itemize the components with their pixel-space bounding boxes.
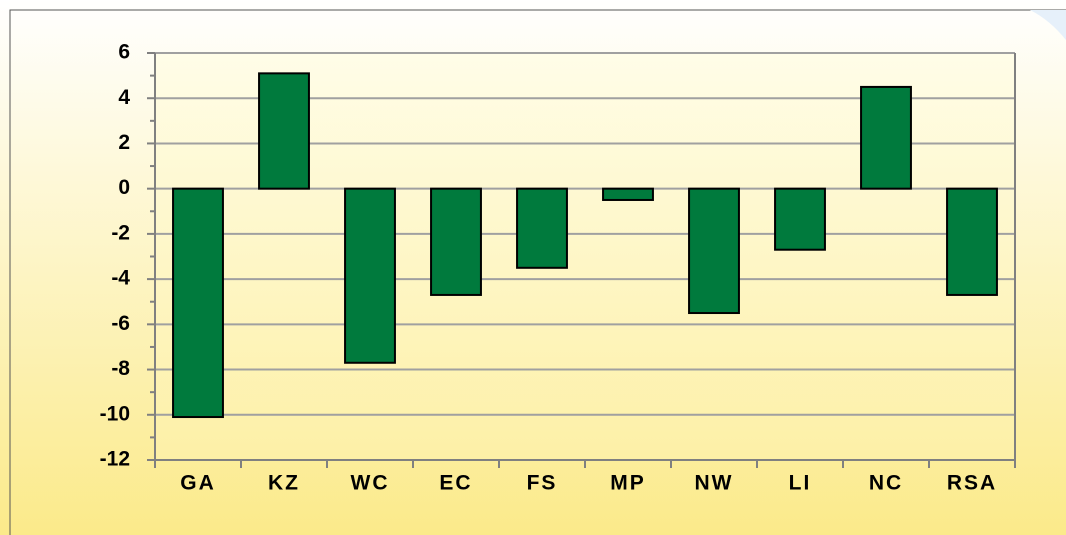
bar [172,187,224,419]
y-tick-label: -10 [100,402,130,425]
y-tick-label: -2 [111,221,130,244]
frame [9,9,1066,535]
x-tick-label: MP [610,472,646,495]
x-tick-label: RSA [947,472,997,495]
bar [344,187,396,364]
y-tick-label: -4 [111,267,130,290]
bar [516,187,568,269]
y-tick-label: 4 [118,86,130,109]
x-tick-label: LI [789,472,812,495]
bar [946,187,998,296]
bar [688,187,740,315]
y-tick-label: 0 [118,176,130,199]
y-tick-label: -6 [111,312,130,335]
bar [430,187,482,296]
bar [860,85,912,190]
x-tick-label: KZ [268,472,300,495]
y-tick-label: -12 [100,448,130,471]
decoration [1030,10,1066,40]
x-tick-label: GA [180,472,216,495]
x-tick-label: FS [527,472,558,495]
y-tick-label: -8 [111,357,130,380]
bar [774,187,826,251]
bar [602,187,654,201]
x-tick-label: EC [439,472,472,495]
x-tick-label: NW [695,472,734,495]
y-tick-label: 2 [118,131,130,154]
x-tick-label: WC [351,472,390,495]
y-tick-label: 6 [118,41,130,64]
x-tick-label: NC [869,472,903,495]
bar [258,72,310,190]
